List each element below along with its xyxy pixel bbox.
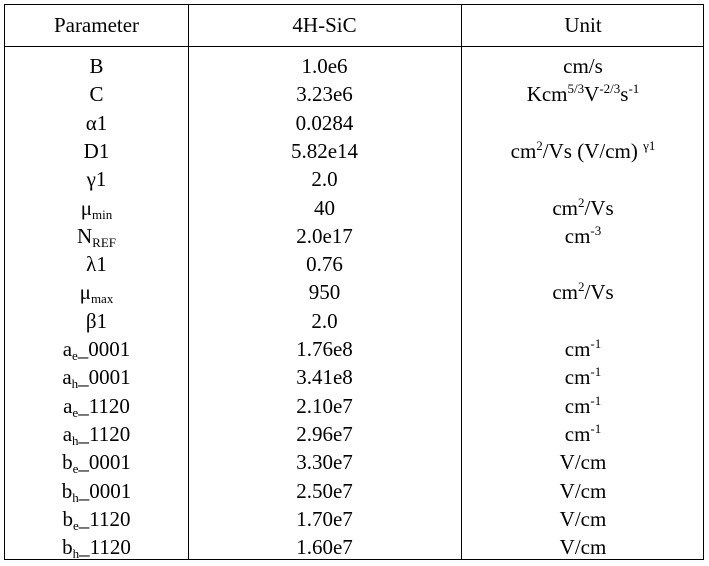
- cell-unit: V/cm: [559, 450, 607, 475]
- table-row: C 3.23e6 Kcm5/3V-2/3s-1: [5, 80, 703, 108]
- cell-unit: cm2/Vs (V/cm) γ1: [510, 137, 656, 163]
- cell-value: 3.23e6: [296, 82, 353, 107]
- cell-parameter: μmin: [80, 195, 113, 222]
- column-divider-1: [188, 5, 189, 559]
- table-row: γ1 2.0: [5, 165, 703, 193]
- table-row: D1 5.82e14 cm2/Vs (V/cm) γ1: [5, 137, 703, 165]
- cell-unit: [461, 109, 705, 137]
- table-header: Parameter 4H-SiC Unit: [5, 5, 703, 46]
- parameter-table: Parameter 4H-SiC Unit B 1.0e6 cm/s C 3.23e6 K…: [4, 4, 704, 560]
- cell-parameter: γ1: [86, 167, 107, 192]
- cell-unit: cm-1: [564, 336, 602, 361]
- table-row: μmax 950 cm2/Vs: [5, 278, 703, 306]
- cell-parameter: bh_1120: [62, 535, 131, 562]
- cell-unit: V/cm: [559, 535, 607, 560]
- cell-parameter: ah_1120: [62, 421, 131, 448]
- cell-value: 2.0e17: [296, 223, 353, 248]
- cell-value: 40: [314, 195, 335, 220]
- cell-parameter: β1: [85, 308, 108, 333]
- cell-unit: cm2/Vs: [552, 194, 614, 220]
- cell-unit: cm/s: [563, 54, 603, 78]
- cell-value: 2.0: [311, 308, 338, 333]
- cell-parameter: λ1: [86, 252, 107, 277]
- cell-parameter: bh_0001: [61, 478, 132, 505]
- table-row: B 1.0e6 cm/s: [5, 52, 703, 80]
- table-row: be_0001 3.30e7 V/cm: [5, 448, 703, 476]
- cell-value: 0.76: [306, 252, 343, 277]
- table-row: ah_1120 2.96e7 cm-1: [5, 420, 703, 448]
- cell-value: 1.70e7: [296, 506, 353, 531]
- table-row: μmin 40 cm2/Vs: [5, 194, 703, 222]
- cell-unit: [461, 165, 705, 193]
- cell-unit: V/cm: [559, 478, 607, 503]
- cell-parameter: be_0001: [62, 450, 131, 477]
- cell-parameter: ae_1120: [63, 393, 130, 420]
- header-divider: [5, 46, 703, 47]
- cell-parameter: α1: [85, 110, 108, 135]
- cell-unit: [461, 307, 705, 335]
- table-row: ah_0001 3.41e8 cm-1: [5, 363, 703, 391]
- cell-parameter: μmax: [79, 280, 114, 307]
- cell-value: 1.0e6: [301, 54, 348, 78]
- cell-value: 2.10e7: [296, 393, 353, 418]
- header-parameter: Parameter: [53, 13, 140, 37]
- table-row: β1 2.0: [5, 307, 703, 335]
- cell-unit: cm2/Vs: [552, 279, 614, 305]
- cell-unit: cm-1: [564, 364, 602, 390]
- table-row: be_1120 1.70e7 V/cm: [5, 505, 703, 533]
- cell-value: 5.82e14: [290, 138, 359, 163]
- cell-parameter: D1: [83, 138, 110, 163]
- cell-value: 1.76e8: [296, 337, 353, 361]
- cell-parameter: NREF: [76, 223, 116, 250]
- header-unit: Unit: [564, 13, 602, 37]
- column-divider-2: [461, 5, 462, 559]
- cell-unit: cm-1: [564, 420, 602, 446]
- cell-value: 0.0284: [295, 110, 354, 135]
- cell-parameter: ae_0001: [62, 337, 131, 363]
- table-row: NREF 2.0e17 cm-3: [5, 222, 703, 250]
- cell-parameter: C: [89, 82, 104, 107]
- cell-unit: cm-1: [564, 392, 602, 418]
- table-row: ae_1120 2.10e7 cm-1: [5, 392, 703, 420]
- table-row: λ1 0.76: [5, 250, 703, 278]
- cell-value: 3.30e7: [296, 450, 353, 475]
- cell-unit: cm-3: [564, 222, 602, 248]
- cell-parameter: be_1120: [62, 506, 131, 533]
- header-material: 4H-SiC: [292, 13, 357, 37]
- cell-unit: [461, 250, 705, 278]
- cell-value: 950: [308, 280, 341, 305]
- table-row: ae_0001 1.76e8 cm-1: [5, 335, 703, 363]
- cell-value: 3.41e8: [296, 365, 353, 390]
- cell-unit: Kcm5/3V-2/3s-1: [526, 81, 640, 107]
- table-row: bh_0001 2.50e7 V/cm: [5, 477, 703, 505]
- cell-parameter: ah_0001: [62, 365, 131, 392]
- cell-value: 1.60e7: [296, 535, 353, 560]
- cell-value: 2.96e7: [296, 421, 353, 446]
- cell-value: 2.0: [311, 167, 338, 192]
- table-row: α1 0.0284: [5, 109, 703, 137]
- table-row: bh_1120 1.60e7 V/cm: [5, 533, 703, 561]
- cell-unit: V/cm: [559, 506, 607, 531]
- cell-value: 2.50e7: [296, 478, 353, 503]
- cell-parameter: B: [89, 54, 104, 78]
